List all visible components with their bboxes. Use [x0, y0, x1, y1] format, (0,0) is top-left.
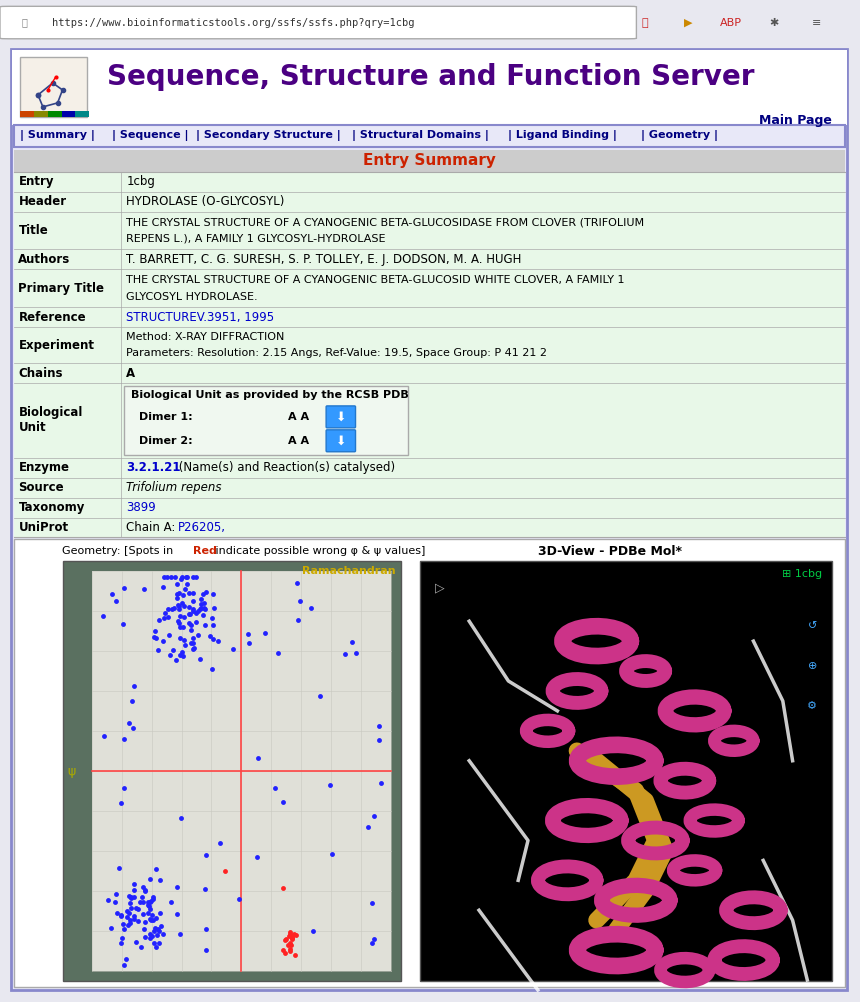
Bar [21, 57, 87, 117]
Bar [14, 149, 845, 171]
Bar [14, 270, 845, 308]
Bar [14, 518, 845, 537]
Text: ψ: ψ [67, 765, 76, 778]
Text: Sequence, Structure and Function Server: Sequence, Structure and Function Server [107, 63, 754, 91]
Text: Dimer 1:: Dimer 1: [139, 412, 193, 422]
Text: Entry Summary: Entry Summary [363, 153, 495, 168]
Bar [14, 458, 845, 478]
Bar [48, 111, 62, 117]
Bar [14, 211, 845, 249]
Text: ⬇: ⬇ [335, 434, 346, 447]
FancyBboxPatch shape [326, 430, 355, 452]
Bar [14, 191, 845, 211]
Bar [14, 539, 845, 987]
Text: STRUCTUREV.3951, 1995: STRUCTUREV.3951, 1995 [126, 311, 274, 324]
Bar [62, 111, 75, 117]
Text: Geometry: [Spots in: Geometry: [Spots in [63, 546, 177, 556]
Text: Taxonomy: Taxonomy [18, 501, 85, 514]
Bar [14, 363, 845, 383]
Text: ▷: ▷ [435, 581, 445, 594]
Text: THE CRYSTAL STRUCTURE OF A CYANOGENIC BETA-GLUCOSIDASE FROM CLOVER (TRIFOLIUM: THE CRYSTAL STRUCTURE OF A CYANOGENIC BE… [126, 217, 644, 227]
Text: 🛡: 🛡 [642, 18, 648, 27]
Text: ⊕: ⊕ [808, 661, 817, 671]
Text: indicate possible wrong φ & ψ values]: indicate possible wrong φ & ψ values] [212, 546, 426, 556]
Text: Biological Unit as provided by the RCSB PDB: Biological Unit as provided by the RCSB … [131, 390, 408, 400]
Bar [14, 249, 845, 270]
Text: Experiment: Experiment [18, 339, 95, 352]
Text: Source: Source [18, 481, 64, 494]
Text: ⊞ 1cbg: ⊞ 1cbg [782, 569, 822, 579]
Bar [75, 111, 89, 117]
Text: 3.2.1.21: 3.2.1.21 [126, 461, 181, 474]
Text: ≡: ≡ [813, 18, 821, 27]
Text: | Geometry |: | Geometry | [642, 130, 718, 141]
Text: Dimer 2:: Dimer 2: [139, 436, 193, 446]
Text: A A: A A [288, 412, 309, 422]
Text: GLYCOSYL HYDROLASE.: GLYCOSYL HYDROLASE. [126, 292, 258, 302]
Text: T. BARRETT, C. G. SURESH, S. P. TOLLEY, E. J. DODSON, M. A. HUGH: T. BARRETT, C. G. SURESH, S. P. TOLLEY, … [126, 253, 521, 266]
Text: ↺: ↺ [808, 621, 817, 631]
Text: | Secondary Structure |: | Secondary Structure | [196, 130, 341, 141]
Bar [14, 498, 845, 518]
Text: Enzyme: Enzyme [18, 461, 70, 474]
Text: | Summary |: | Summary | [20, 130, 95, 141]
Bar [21, 111, 34, 117]
Text: REPENS L.), A FAMILY 1 GLYCOSYL-HYDROLASE: REPENS L.), A FAMILY 1 GLYCOSYL-HYDROLAS… [126, 233, 385, 243]
Text: Header: Header [18, 195, 66, 208]
Text: Main Page: Main Page [759, 114, 832, 127]
Text: Title: Title [18, 224, 48, 237]
Text: Chain A:: Chain A: [126, 521, 180, 534]
FancyBboxPatch shape [10, 49, 847, 990]
Text: Reference: Reference [18, 311, 86, 324]
Text: ⚙: ⚙ [808, 701, 817, 711]
Text: ▶: ▶ [684, 18, 692, 27]
Text: ABP: ABP [720, 18, 742, 27]
Text: 1cbg: 1cbg [126, 175, 155, 188]
Bar [14, 125, 845, 146]
Text: Red: Red [193, 546, 217, 556]
Text: A A: A A [288, 436, 309, 446]
Text: Trifolium repens: Trifolium repens [126, 481, 222, 494]
Text: Parameters: Resolution: 2.15 Angs, Ref-Value: 19.5, Space Group: P 41 21 2: Parameters: Resolution: 2.15 Angs, Ref-V… [126, 348, 547, 358]
Bar [11, 50, 846, 125]
Text: Biological
Unit: Biological Unit [18, 407, 83, 434]
Bar [124, 386, 408, 455]
Bar [63, 561, 401, 981]
Text: | Ligand Binding |: | Ligand Binding | [508, 130, 617, 141]
FancyBboxPatch shape [326, 406, 355, 428]
Text: Ramachandran: Ramachandran [302, 566, 396, 576]
Text: Primary Title: Primary Title [18, 282, 104, 295]
Text: ⬇: ⬇ [335, 411, 346, 424]
Bar [14, 328, 845, 363]
Text: HYDROLASE (O-GLYCOSYL): HYDROLASE (O-GLYCOSYL) [126, 195, 285, 208]
Text: (Name(s) and Reaction(s) catalysed): (Name(s) and Reaction(s) catalysed) [175, 461, 396, 474]
Text: 3D-View - PDBe Mol*: 3D-View - PDBe Mol* [538, 545, 682, 558]
Text: A: A [126, 367, 135, 380]
FancyBboxPatch shape [0, 6, 636, 39]
Text: THE CRYSTAL STRUCTURE OF A CYANOGENIC BETA-GLUCOSID WHITE CLOVER, A FAMILY 1: THE CRYSTAL STRUCTURE OF A CYANOGENIC BE… [126, 275, 624, 285]
Text: ✱: ✱ [770, 18, 778, 27]
Text: P26205,: P26205, [178, 521, 226, 534]
Bar [14, 308, 845, 328]
Bar [14, 171, 845, 191]
Bar [14, 478, 845, 498]
Text: UniProt: UniProt [18, 521, 69, 534]
Text: https://www.bioinformaticstools.org/ssfs/ssfs.php?qry=1cbg: https://www.bioinformaticstools.org/ssfs… [52, 18, 415, 27]
Bar [34, 111, 48, 117]
Text: Chains: Chains [18, 367, 63, 380]
Bar [92, 571, 390, 971]
Text: Authors: Authors [18, 253, 71, 266]
Bar [421, 561, 832, 981]
Text: 🔒: 🔒 [22, 18, 28, 27]
Text: | Sequence |: | Sequence | [113, 130, 189, 141]
Text: Method: X-RAY DIFFRACTION: Method: X-RAY DIFFRACTION [126, 333, 285, 343]
Text: Entry: Entry [18, 175, 54, 188]
Text: 3899: 3899 [126, 501, 156, 514]
Bar [14, 383, 845, 458]
Text: | Structural Domains |: | Structural Domains | [352, 130, 488, 141]
